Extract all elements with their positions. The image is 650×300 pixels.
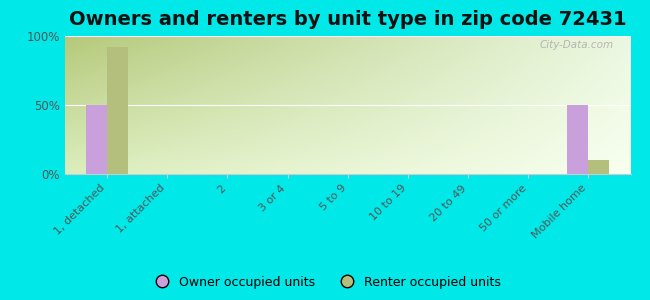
- Legend: Owner occupied units, Renter occupied units: Owner occupied units, Renter occupied un…: [144, 271, 506, 294]
- Bar: [588, 160, 610, 174]
- Bar: [86, 105, 107, 174]
- Text: City-Data.com: City-Data.com: [540, 40, 614, 50]
- Bar: [567, 105, 588, 174]
- Bar: [107, 47, 128, 174]
- Title: Owners and renters by unit type in zip code 72431: Owners and renters by unit type in zip c…: [69, 10, 627, 29]
